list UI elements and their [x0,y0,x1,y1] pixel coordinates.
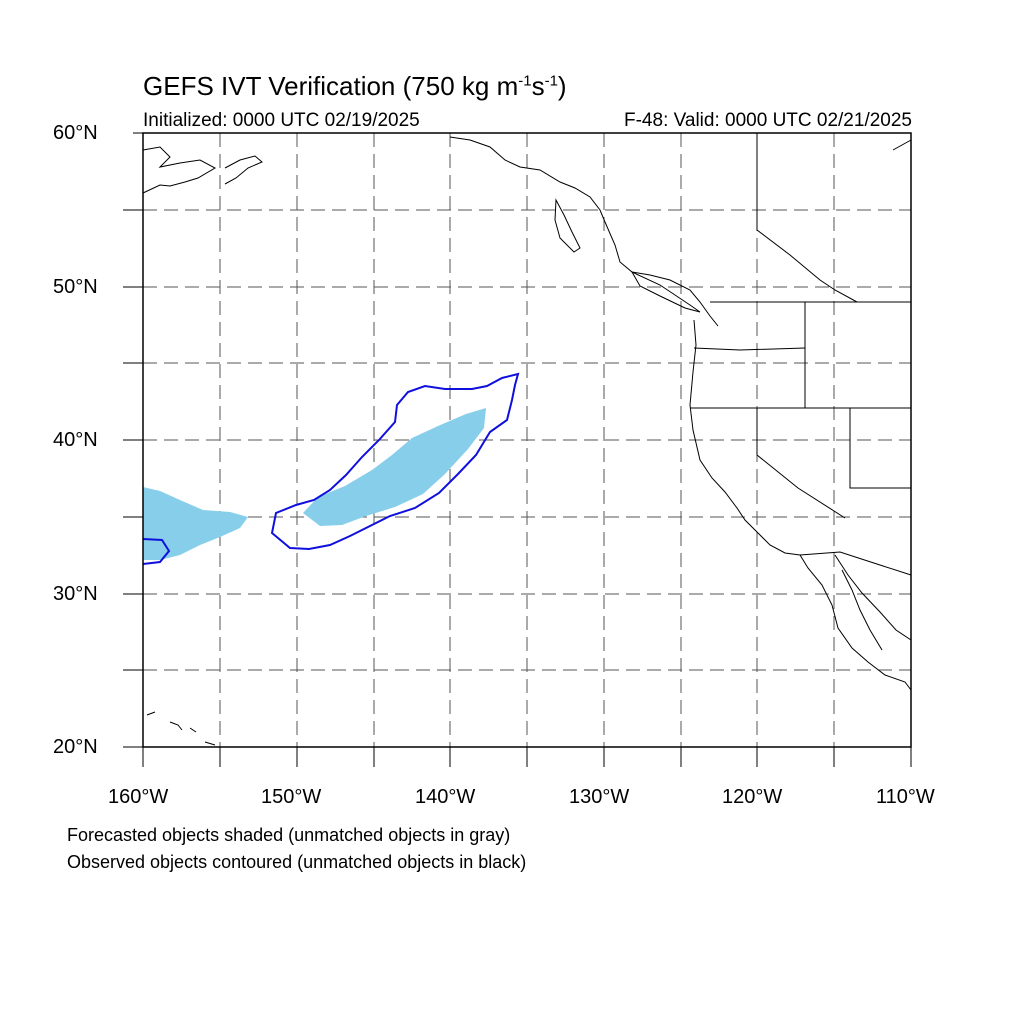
vancouver-island [630,270,701,313]
wa-or-border [693,347,806,351]
axis-ticks [123,132,912,767]
alaska-peninsula [224,155,263,185]
mexico-coast [834,554,912,641]
alaska-gulf-coast [449,136,606,223]
east-coast-top [892,139,912,151]
lat-label-20n: 20°N [53,736,98,758]
alaska-coast [142,146,217,194]
initialized-time: Initialized: 0000 UTC 02/19/2025 [143,110,420,131]
observed-contour-west [142,538,171,565]
baja-california [799,554,912,691]
lon-label-110w: 110°W [876,786,935,808]
canada-interior [756,133,858,303]
lon-label-150w: 150°W [261,786,322,808]
lat-label-40n: 40°N [53,429,98,451]
lon-label-160w: 160°W [108,786,169,808]
nv-ut-border [849,408,911,489]
us-west-coast [689,319,801,556]
lon-label-130w: 130°W [569,786,630,808]
forecast-object-west [143,487,248,560]
forecast-note: Forecasted objects shaded (unmatched obj… [67,825,511,845]
gulf-of-california [841,569,883,651]
lon-label-120w: 120°W [722,786,783,808]
coastlines [142,133,912,746]
lat-label-30n: 30°N [53,583,98,605]
lon-label-140w: 140°W [415,786,476,808]
observed-objects [142,372,520,565]
lat-label-60n: 60°N [53,122,98,144]
us-mexico-border [799,551,912,576]
hawaii-islands [146,711,216,746]
grid-lines [143,133,911,747]
canada-islands [554,198,581,253]
lat-label-50n: 50°N [53,276,98,298]
observed-contour-east [270,372,520,551]
observed-note: Observed objects contoured (unmatched ob… [67,852,527,872]
forecast-objects [143,408,486,560]
bc-coast [604,221,719,327]
ca-nv-border [756,408,846,519]
map-title: GEFS IVT Verification (750 kg m-1s-1) [143,71,567,101]
forecast-object-east [303,408,486,526]
valid-time: F-48: Valid: 0000 UTC 02/21/2025 [624,110,912,131]
